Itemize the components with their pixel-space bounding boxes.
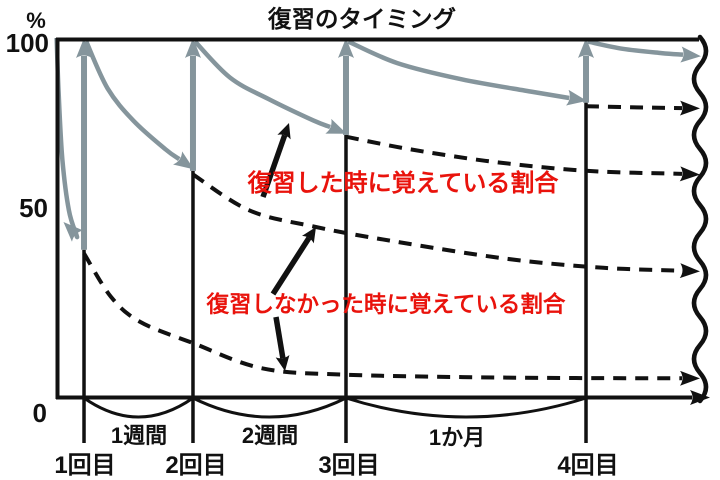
review-curve-decay-after-review-4 [587,39,701,63]
forgetting-curve-no-review-from-3 [345,134,700,182]
x-label-review-3: 3回目 [318,452,379,479]
annotation-reviewed-label: 復習した時に覚えている割合 [247,169,560,197]
annotation-arrow-1 [260,123,291,198]
retention-curves [54,37,701,386]
interval-braces [83,396,587,419]
y-axis-unit-label: % [26,8,46,33]
forgetting-curve-no-review-from-2 [191,172,700,279]
y-tick-0: 0 [33,398,47,428]
interval-label-1week: 1週間 [111,423,167,448]
continuation-wave-line [691,34,709,404]
review-curve-decay-after-review-1 [84,40,194,170]
annotation-arrow-3 [273,316,290,372]
review-curve-decay-after-review-2 [193,40,347,134]
forgetting-curve-no-review-from-1 [82,252,700,386]
review-curve-decay-after-review-3 [347,39,587,106]
review-up-arrows [76,38,595,250]
y-tick-100: 100 [6,28,49,58]
forgetting-curve-no-review-from-4 [585,100,700,116]
interval-brace-3 [345,396,587,419]
review-tick-lines [82,102,588,443]
annotation-arrows [260,123,316,372]
x-label-review-4: 4回目 [557,452,618,479]
interval-brace-1 [83,396,194,419]
review-curve-initial-decay [54,37,84,242]
interval-brace-2 [192,396,347,419]
annotation-not-reviewed-label: 復習しなかった時に覚えている割合 [206,291,566,317]
x-label-review-2: 2回目 [165,452,226,479]
annotation-arrow-2 [270,227,316,296]
interval-label-2weeks: 2週間 [242,423,298,448]
y-tick-50: 50 [19,193,48,223]
chart-title: 復習のタイミング [267,5,456,32]
interval-label-1month: 1か月 [429,425,485,450]
x-label-review-1: 1回目 [54,452,115,479]
